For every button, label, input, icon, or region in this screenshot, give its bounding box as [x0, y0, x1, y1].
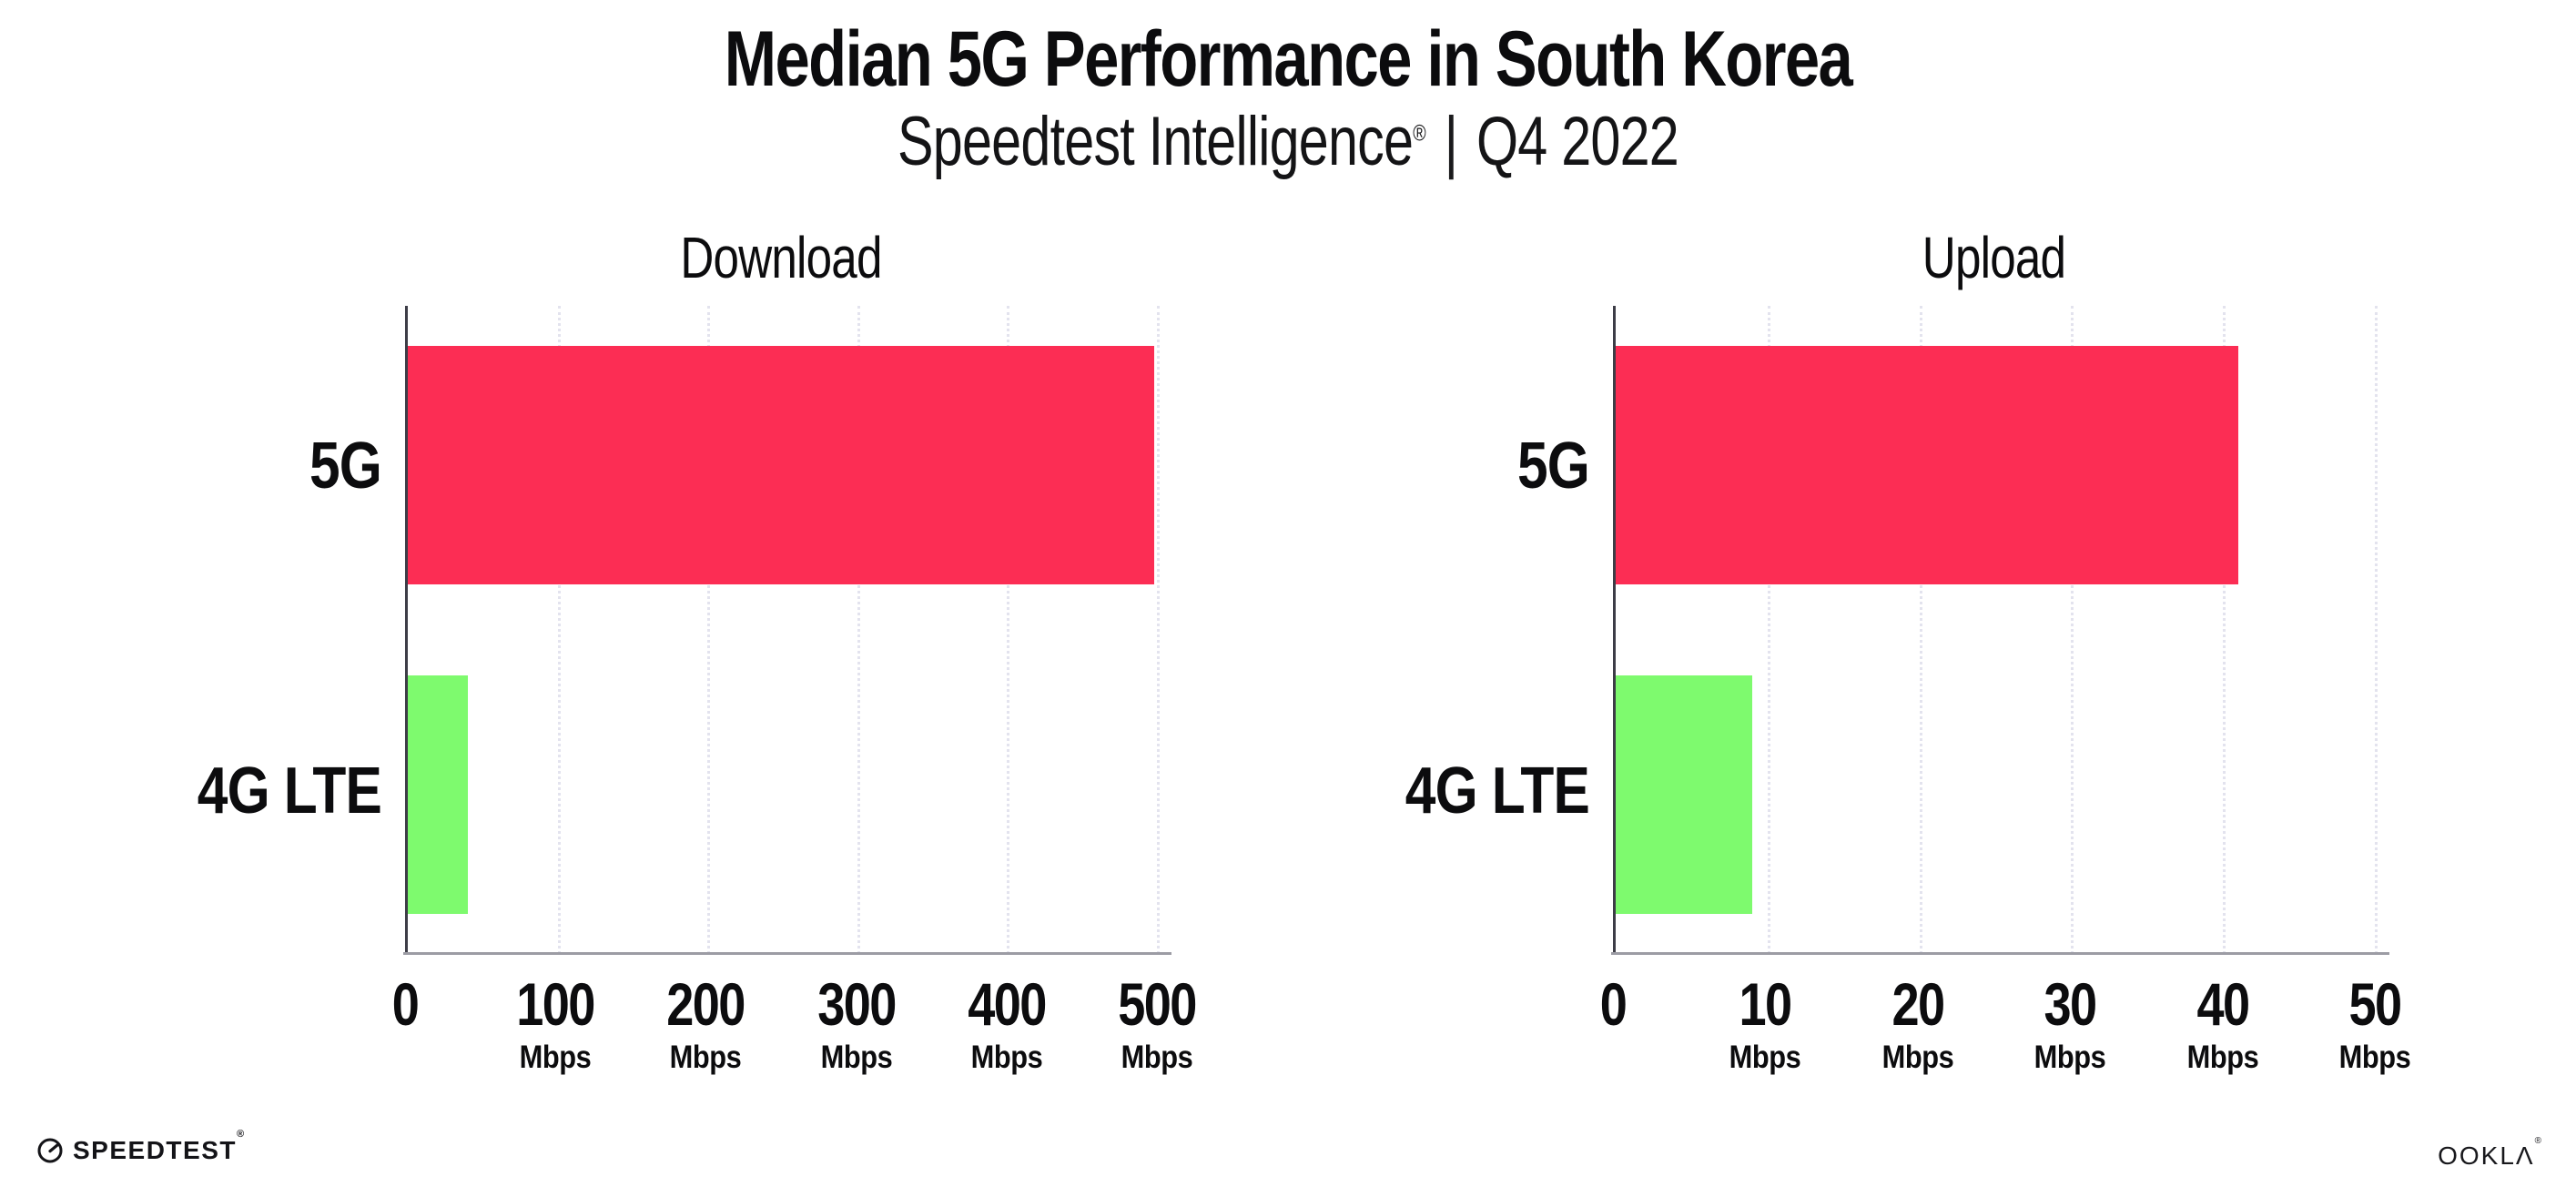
x-tick: 10 Mbps	[1729, 970, 1801, 1075]
grid-line	[557, 306, 561, 954]
speedtest-logo: SPEEDTEST®	[36, 1129, 246, 1165]
grid-line	[2071, 306, 2074, 954]
upload-4g-lte-bar	[1616, 675, 1753, 914]
subtitle-product: Speedtest Intelligence	[898, 103, 1414, 180]
grid-line	[1767, 306, 1770, 954]
grid-line	[2375, 306, 2378, 954]
category-label-5g: 5G	[309, 430, 382, 502]
ookla-logo: OOKLΛ®	[2438, 1136, 2543, 1171]
page-subtitle: Speedtest Intelligence® | Q4 2022	[283, 102, 2292, 181]
download-5g-bar	[408, 346, 1154, 584]
category-label-4g-lte: 4G LTE	[197, 755, 382, 827]
x-tick: 40 Mbps	[2186, 970, 2258, 1075]
x-tick: 300 Mbps	[816, 970, 897, 1075]
upload-x-axis	[1611, 952, 2389, 955]
grid-line	[1007, 306, 1010, 954]
grid-line	[2223, 306, 2226, 954]
upload-plot-area	[1613, 306, 2378, 954]
speedtest-gauge-icon	[36, 1137, 64, 1164]
registered-mark: ®	[2534, 1136, 2543, 1146]
x-tick: 100 Mbps	[516, 970, 595, 1075]
download-x-axis	[403, 952, 1171, 955]
x-tick: 50 Mbps	[2338, 970, 2411, 1075]
upload-5g-bar	[1616, 346, 2238, 584]
x-tick: 20 Mbps	[1881, 970, 1954, 1075]
grid-line	[857, 306, 860, 954]
x-tick: 400 Mbps	[968, 970, 1047, 1075]
registered-mark: ®	[1413, 120, 1425, 147]
subtitle-separator: |	[1444, 103, 1458, 180]
category-label-4g-lte: 4G LTE	[1405, 755, 1590, 827]
subtitle-period: Q4 2022	[1476, 103, 1679, 180]
category-label-5g: 5G	[1517, 430, 1590, 502]
upload-chart-title: Upload	[1922, 225, 2066, 290]
registered-mark: ®	[236, 1129, 246, 1140]
x-tick: 500 Mbps	[1118, 970, 1197, 1075]
download-4g-lte-bar	[408, 675, 468, 914]
speedtest-wordmark: SPEEDTEST®	[73, 1129, 246, 1164]
page-title: Median 5G Performance in South Korea	[724, 15, 1853, 103]
grid-line	[1157, 306, 1160, 954]
x-tick: 0	[391, 970, 420, 1038]
x-tick: 30 Mbps	[2033, 970, 2106, 1075]
upload-x-ticks: 0 10 Mbps 20 Mbps 30 Mbps 40 Mbps 50 Mbp…	[1600, 970, 2411, 1101]
download-plot-area	[405, 306, 1160, 954]
x-tick: 0	[1599, 970, 1628, 1038]
grid-line	[707, 306, 711, 954]
grid-line	[1919, 306, 1922, 954]
x-tick: 200 Mbps	[666, 970, 746, 1075]
ookla-wordmark: OOKLΛ	[2438, 1141, 2535, 1170]
download-x-ticks: 0 100 Mbps 200 Mbps 300 Mbps 400 Mbps 50…	[392, 970, 1198, 1101]
download-chart-title: Download	[680, 225, 882, 290]
